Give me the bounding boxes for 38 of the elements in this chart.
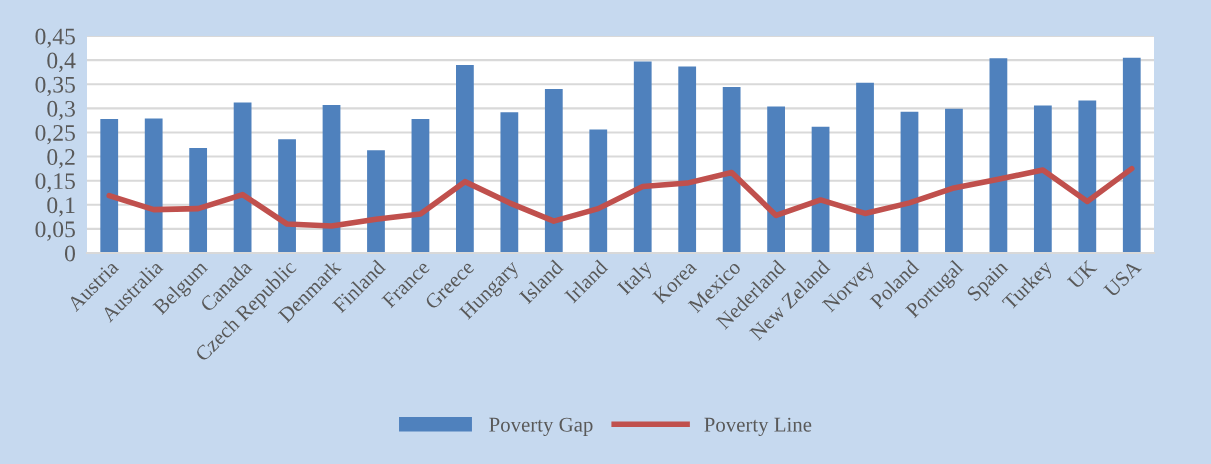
bar: [233, 102, 252, 253]
x-tick-label: USA: [1103, 259, 1143, 299]
y-tick-label: 0,2: [47, 149, 75, 169]
y-tick-label: 0,3: [47, 100, 75, 121]
y-tick-label: 0,45: [35, 28, 75, 48]
bar: [456, 64, 474, 253]
bar: [900, 111, 919, 253]
bar: [411, 118, 430, 253]
y-tick-label: 0,4: [47, 52, 76, 72]
bar: [989, 58, 1008, 253]
bar: [544, 89, 563, 253]
bar: [589, 129, 608, 253]
bar: [189, 147, 208, 253]
legend-label: Poverty Line: [704, 417, 812, 436]
bar: [945, 108, 963, 253]
bar: [811, 126, 830, 253]
bar: [1122, 57, 1141, 253]
bar: [367, 150, 385, 253]
y-tick-label: 0,35: [35, 76, 75, 97]
bar: [678, 66, 697, 253]
y-tick-label: 0,05: [35, 221, 75, 241]
bar: [500, 112, 519, 253]
bar: [633, 61, 652, 253]
legend-label: Poverty Gap: [489, 417, 593, 436]
bar: [856, 82, 874, 253]
bar: [1033, 105, 1052, 253]
bar: [722, 87, 741, 253]
bar: [767, 106, 785, 253]
y-tick-label: 0: [64, 245, 75, 262]
y-tick-label: 0,15: [35, 173, 75, 193]
y-tick-label: 0,1: [47, 197, 75, 217]
bar: [322, 104, 341, 253]
bar: [144, 118, 163, 253]
bar: [1078, 100, 1097, 253]
x-tick-label: UK: [1066, 259, 1098, 290]
y-tick-label: 0,25: [35, 124, 75, 145]
bar: [278, 139, 296, 253]
bar: [100, 118, 119, 253]
